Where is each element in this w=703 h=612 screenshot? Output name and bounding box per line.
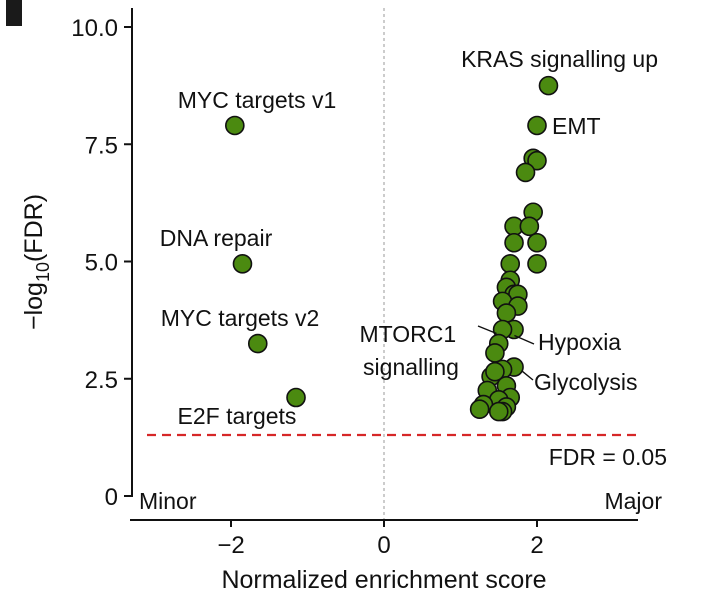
data-point	[527, 150, 547, 171]
leader-lines	[477, 325, 535, 381]
x-axis-title: Normalized enrichment score	[221, 566, 546, 594]
panel-tab	[6, 0, 22, 26]
data-point	[485, 343, 505, 363]
label-dna-repair: DNA repair	[160, 225, 273, 251]
leader-hypoxia	[514, 334, 535, 345]
leader-glycolysis	[521, 370, 534, 381]
data-point	[469, 399, 490, 420]
data-point	[500, 254, 521, 274]
y-axis-title-prefix: −log	[20, 282, 48, 330]
data-point	[485, 361, 505, 382]
data-point	[504, 232, 524, 253]
label-mtorc1-signalling: MTORC1 signalling	[359, 321, 462, 380]
threshold-label: FDR = 0.05	[549, 444, 667, 470]
y-axis-title: −log10(FDR)	[20, 194, 53, 330]
region-label-major: Major	[604, 488, 662, 514]
region-label-minor: Minor	[139, 488, 197, 514]
y-axis-title-subscript: 10	[33, 262, 53, 282]
data-point	[515, 162, 536, 183]
label-mtorc1-signalling-text: MTORC1	[359, 321, 456, 347]
label-hypoxia: Hypoxia	[538, 329, 621, 355]
data-point	[496, 303, 517, 323]
data-points	[225, 75, 559, 422]
label-kras-signalling-up: KRAS signalling up	[461, 46, 658, 72]
y-tick-label: 5.0	[85, 250, 118, 277]
x-tick-label: −2	[217, 532, 244, 559]
reference-lines	[147, 8, 636, 519]
label-glycolysis: Glycolysis	[534, 369, 638, 395]
y-axis-title-suffix: (FDR)	[20, 194, 48, 262]
data-point	[225, 115, 245, 136]
data-point	[527, 232, 547, 253]
data-point	[488, 401, 509, 422]
x-tick-label: 2	[530, 532, 543, 559]
x-tick-label: 0	[377, 532, 390, 559]
label-myc-targets-v1: MYC targets v1	[178, 87, 337, 113]
x-ticks: −2 0 2	[217, 520, 544, 559]
y-tick-label: 10.0	[71, 15, 118, 42]
label-e2f-targets: E2F targets	[178, 403, 297, 429]
data-point	[519, 216, 540, 237]
y-ticks: 0 2.5 5.0 7.5 10.0	[71, 15, 132, 511]
data-point	[286, 387, 306, 408]
y-tick-label: 7.5	[85, 132, 118, 159]
data-point	[232, 254, 253, 274]
y-tick-label: 2.5	[85, 367, 118, 394]
data-point	[538, 75, 559, 96]
data-point	[247, 333, 268, 354]
label-mtorc1-signalling-line2: signalling	[363, 354, 459, 380]
y-tick-label: 0	[105, 484, 118, 511]
label-emt: EMT	[552, 113, 601, 139]
label-myc-targets-v2: MYC targets v2	[161, 305, 320, 331]
data-point	[527, 254, 547, 274]
leader-mtorc1	[477, 325, 497, 335]
data-point	[527, 115, 547, 136]
